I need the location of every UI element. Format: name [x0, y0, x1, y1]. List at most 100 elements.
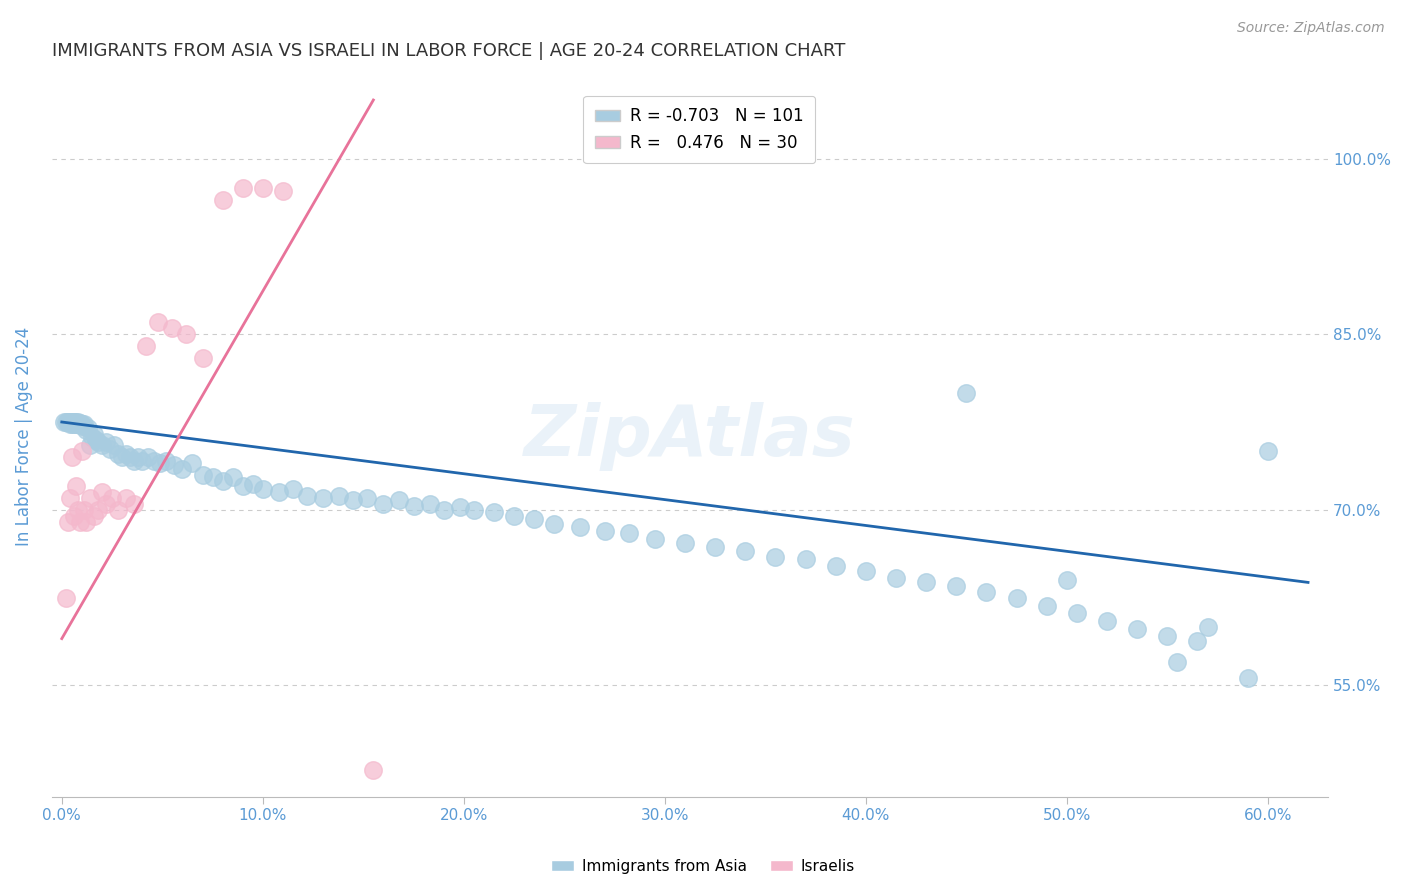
Point	[65, 479, 87, 493]
Point	[1126, 622, 1149, 636]
Point	[70, 417, 93, 432]
Point	[433, 503, 456, 517]
Point	[1035, 599, 1057, 613]
Point	[136, 450, 159, 464]
Point	[60, 450, 83, 464]
Point	[673, 535, 696, 549]
Point	[1236, 672, 1258, 686]
Point	[73, 417, 96, 432]
Point	[135, 339, 157, 353]
Point	[388, 493, 411, 508]
Point	[87, 434, 110, 449]
Point	[63, 415, 86, 429]
Point	[149, 456, 172, 470]
Point	[181, 456, 204, 470]
Point	[66, 503, 89, 517]
Point	[84, 433, 107, 447]
Point	[295, 489, 318, 503]
Point	[976, 584, 998, 599]
Point	[65, 415, 87, 429]
Point	[111, 450, 134, 464]
Point	[60, 417, 83, 432]
Point	[87, 503, 110, 517]
Point	[63, 417, 86, 432]
Point	[77, 421, 100, 435]
Point	[70, 418, 93, 433]
Point	[945, 579, 967, 593]
Point	[211, 474, 233, 488]
Point	[75, 515, 97, 529]
Point	[80, 430, 103, 444]
Point	[79, 491, 101, 505]
Point	[356, 491, 378, 505]
Point	[70, 444, 93, 458]
Point	[543, 516, 565, 531]
Point	[148, 316, 170, 330]
Point	[66, 417, 89, 432]
Point	[172, 462, 194, 476]
Point	[52, 415, 75, 429]
Point	[69, 416, 91, 430]
Point	[56, 415, 79, 429]
Point	[402, 500, 425, 514]
Point	[65, 416, 87, 430]
Point	[1197, 620, 1219, 634]
Point	[56, 415, 79, 429]
Point	[211, 193, 233, 207]
Point	[55, 591, 77, 605]
Point	[569, 520, 592, 534]
Point	[122, 453, 145, 467]
Point	[94, 497, 117, 511]
Point	[63, 415, 86, 429]
Point	[252, 482, 274, 496]
Point	[155, 453, 177, 467]
Point	[122, 497, 145, 511]
Point	[101, 491, 124, 505]
Point	[191, 467, 214, 482]
Point	[884, 571, 907, 585]
Point	[281, 482, 304, 496]
Point	[107, 447, 129, 461]
Point	[463, 503, 485, 517]
Point	[163, 458, 186, 473]
Point	[794, 552, 817, 566]
Point	[824, 559, 846, 574]
Point	[1166, 655, 1188, 669]
Point	[855, 564, 877, 578]
Point	[734, 543, 756, 558]
Point	[1066, 606, 1088, 620]
Point	[131, 453, 153, 467]
Point	[232, 181, 254, 195]
Point	[69, 515, 91, 529]
Point	[65, 417, 87, 432]
Text: Source: ZipAtlas.com: Source: ZipAtlas.com	[1237, 21, 1385, 35]
Point	[115, 491, 138, 505]
Point	[176, 327, 198, 342]
Point	[143, 453, 166, 467]
Point	[1005, 591, 1028, 605]
Point	[127, 450, 149, 464]
Point	[1056, 573, 1078, 587]
Point	[242, 477, 264, 491]
Point	[503, 508, 526, 523]
Legend: Immigrants from Asia, Israelis: Immigrants from Asia, Israelis	[546, 853, 860, 880]
Point	[66, 415, 89, 429]
Point	[59, 417, 82, 432]
Y-axis label: In Labor Force | Age 20-24: In Labor Force | Age 20-24	[15, 327, 32, 546]
Point	[232, 479, 254, 493]
Point	[120, 450, 142, 464]
Point	[363, 763, 385, 777]
Point	[59, 491, 82, 505]
Point	[373, 497, 395, 511]
Point	[83, 426, 105, 441]
Point	[69, 417, 91, 432]
Point	[221, 470, 243, 484]
Text: IMMIGRANTS FROM ASIA VS ISRAELI IN LABOR FORCE | AGE 20-24 CORRELATION CHART: IMMIGRANTS FROM ASIA VS ISRAELI IN LABOR…	[52, 42, 845, 60]
Point	[98, 442, 121, 456]
Point	[915, 575, 938, 590]
Point	[83, 508, 105, 523]
Point	[107, 503, 129, 517]
Point	[56, 515, 79, 529]
Point	[191, 351, 214, 365]
Point	[63, 508, 86, 523]
